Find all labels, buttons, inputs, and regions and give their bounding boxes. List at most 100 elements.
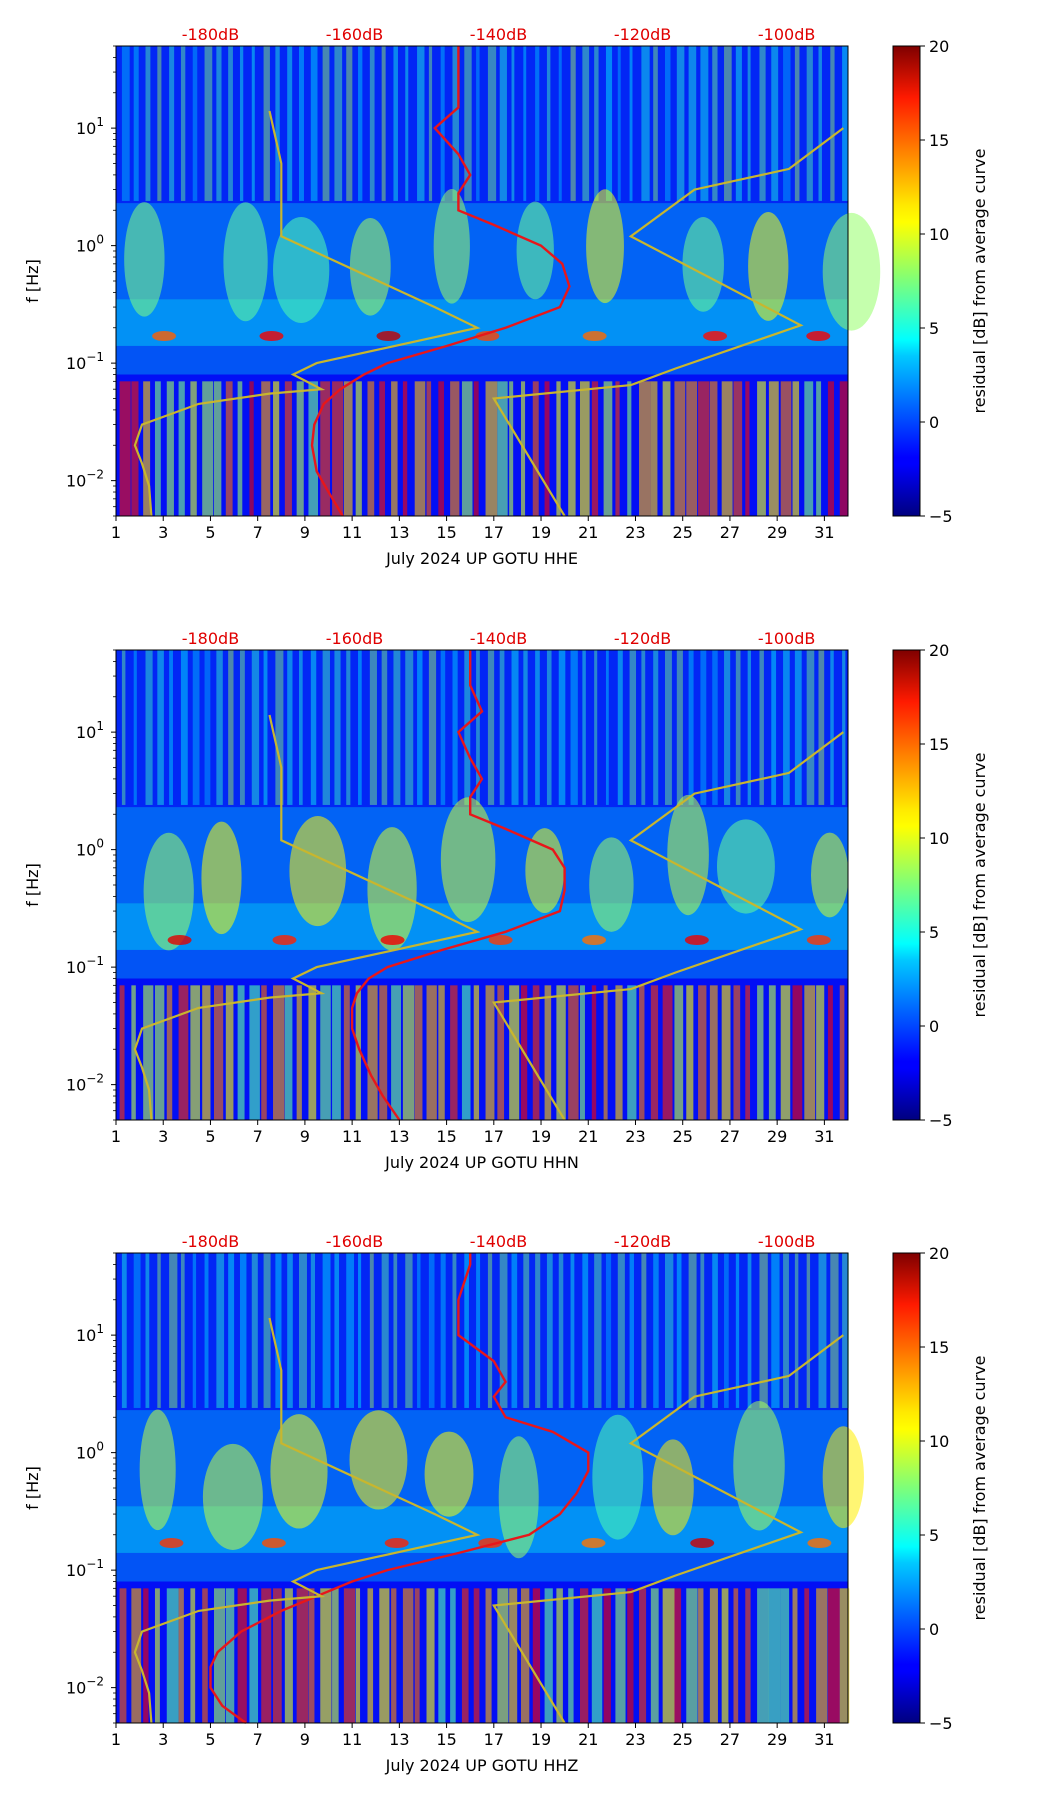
- heatmap-stripe: [346, 1253, 355, 1408]
- heatmap-stripe: [792, 985, 803, 1120]
- heatmap-stripe: [296, 1588, 309, 1723]
- db-scale-label: -180dB: [182, 1232, 239, 1251]
- heatmap-stripe: [249, 985, 260, 1120]
- heatmap-stripe: [698, 985, 707, 1120]
- heatmap-band: [116, 1253, 848, 1411]
- heatmap-stripe: [355, 1588, 361, 1723]
- spectrogram-panel-hhn: 1 3 5 7 9 11 13 15 17 19 21 23 25 27 29 31 10−210−11001…: [23, 629, 989, 1172]
- colorbar-tick-label: 0: [929, 413, 939, 432]
- heatmap-stripe: [310, 650, 317, 805]
- x-tick-label: 27: [720, 1127, 740, 1146]
- heatmap-blob: [143, 832, 194, 951]
- heatmap-stripe: [487, 46, 497, 201]
- heatmap-stripe: [379, 985, 388, 1120]
- heatmap-stripe: [662, 381, 671, 516]
- x-tick-label: 5: [205, 1730, 215, 1749]
- heatmap-stripe: [322, 1253, 331, 1408]
- heatmap-stripe: [180, 46, 186, 201]
- heatmap-blob: [652, 1439, 694, 1536]
- heatmap-stripe: [169, 1253, 178, 1408]
- heatmap-band: [116, 345, 848, 375]
- heatmap-stripe: [393, 46, 398, 201]
- heatmap-stripe: [119, 985, 125, 1120]
- heatmap-stripe: [190, 985, 200, 1120]
- heatmap-blob: [716, 819, 775, 914]
- heatmap-hotspot: [582, 331, 607, 342]
- heatmap-stripe: [603, 381, 613, 516]
- heatmap-stripe: [768, 381, 779, 516]
- heatmap-stripe: [133, 650, 137, 805]
- db-ticks-hhn: -180dB -160dB -140dB -120dB -100dB: [182, 629, 816, 648]
- heatmap-stripe: [417, 650, 423, 805]
- heatmap-stripe: [143, 1588, 149, 1723]
- heatmap-hhn: [116, 650, 849, 1120]
- heatmap-stripe: [783, 1253, 789, 1408]
- heatmap-stripe: [237, 381, 243, 516]
- colorbar-tick-label: 0: [929, 1017, 939, 1036]
- heatmap-stripe: [192, 650, 200, 805]
- heatmap-stripe: [320, 1588, 332, 1723]
- heatmap-stripe: [568, 381, 576, 516]
- x-tick-label: 7: [253, 1127, 263, 1146]
- db-scale-label: -100dB: [758, 629, 815, 648]
- colorbar-tick-label: −5: [929, 507, 953, 526]
- heatmap-stripe: [605, 1253, 612, 1408]
- db-scale-label: -100dB: [758, 25, 815, 44]
- heatmap-stripe: [131, 381, 139, 516]
- x-tick-label: 15: [436, 1730, 456, 1749]
- heatmap-stripe: [700, 1253, 705, 1408]
- heatmap-stripe: [627, 381, 632, 516]
- db-scale-label: -140dB: [470, 25, 527, 44]
- heatmap-stripe: [178, 381, 185, 516]
- x-axis-title: July 2024 UP GOTU HHN: [384, 1153, 579, 1172]
- heatmap-stripe: [629, 46, 633, 201]
- heatmap-stripe: [806, 1253, 811, 1408]
- heatmap-stripe: [676, 1253, 682, 1408]
- colorbar-tick-label: 5: [929, 319, 939, 338]
- heatmap-stripe: [379, 381, 386, 516]
- heatmap-stripe: [213, 985, 224, 1120]
- heatmap-stripe: [485, 1588, 492, 1723]
- heatmap-band: [116, 46, 848, 204]
- heatmap-stripe: [594, 1253, 602, 1408]
- heatmap-stripe: [143, 381, 151, 516]
- heatmap-stripe: [296, 381, 304, 516]
- heatmap-stripe: [839, 1588, 850, 1723]
- heatmap-stripe: [794, 1253, 799, 1408]
- heatmap-stripe: [532, 985, 540, 1120]
- heatmap-blob: [589, 837, 634, 932]
- heatmap-stripe: [615, 985, 623, 1120]
- heatmap-stripe: [299, 1253, 307, 1408]
- colorbar-tick-label: 10: [929, 829, 949, 848]
- heatmap-stripe: [473, 1588, 480, 1723]
- db-scale-label: -120dB: [614, 25, 671, 44]
- heatmap-hotspot: [159, 1538, 184, 1549]
- y-tick-label: 10−2: [66, 468, 104, 491]
- heatmap-stripe: [568, 985, 579, 1120]
- heatmap-stripe: [346, 650, 351, 805]
- heatmap-stripe: [287, 1253, 293, 1408]
- heatmap-stripe: [771, 46, 779, 201]
- x-tick-label: 9: [300, 1730, 310, 1749]
- heatmap-stripe: [450, 381, 460, 516]
- heatmap-stripe: [653, 650, 659, 805]
- colorbar-gradient: [892, 649, 921, 1121]
- heatmap-stripe: [464, 1253, 469, 1408]
- x-tick-label: 19: [531, 523, 551, 542]
- heatmap-stripe: [794, 46, 800, 201]
- heatmap-blob: [822, 1426, 864, 1529]
- y-tick-label: 10−2: [66, 1675, 104, 1698]
- heatmap-stripe: [721, 985, 731, 1120]
- x-tick-label: 23: [625, 1730, 645, 1749]
- x-tick-label: 3: [158, 1127, 168, 1146]
- heatmap-stripe: [698, 381, 710, 516]
- heatmap-stripe: [334, 650, 341, 805]
- heatmap-stripe: [428, 650, 437, 805]
- heatmap-stripe: [629, 650, 637, 805]
- db-scale-label: -160dB: [326, 25, 383, 44]
- heatmap-stripe: [299, 46, 304, 201]
- x-tick-label: 21: [578, 1127, 598, 1146]
- x-tick-label: 5: [205, 1127, 215, 1146]
- heatmap-blob: [433, 189, 470, 304]
- heatmap-stripe: [818, 1253, 827, 1408]
